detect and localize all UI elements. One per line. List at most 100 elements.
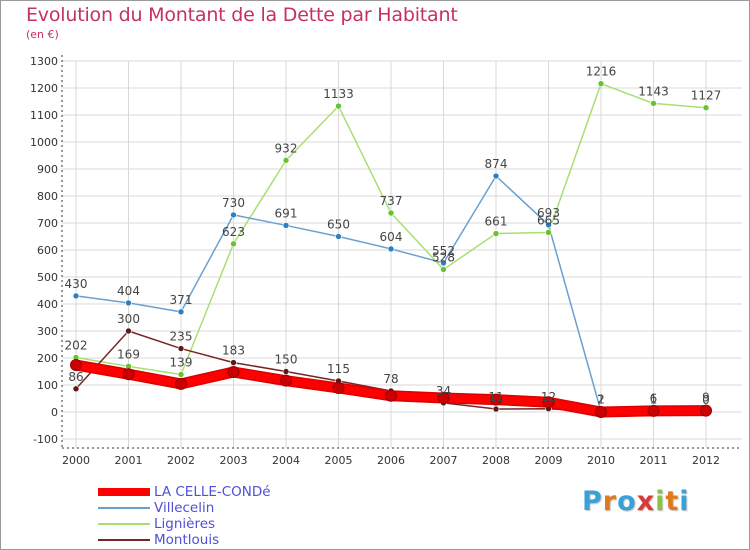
x-tick-label: 2009 — [535, 454, 563, 467]
data-point — [335, 102, 342, 110]
logo-letter: r — [602, 486, 618, 517]
data-label: 1 — [650, 393, 658, 407]
logo-letter: i — [655, 486, 666, 517]
x-tick-label: 2008 — [482, 454, 510, 467]
data-label: 202 — [65, 338, 88, 352]
data-point — [545, 229, 552, 236]
legend-label: Lignières — [154, 516, 216, 532]
data-label: 12 — [541, 390, 556, 404]
x-tick-label: 2004 — [272, 454, 300, 467]
logo-letter: i — [679, 486, 690, 517]
x-tick-label: 2000 — [62, 454, 90, 467]
y-tick-label: 900 — [37, 163, 58, 176]
data-label: 9 — [702, 391, 710, 405]
legend-label: Villecelin — [154, 500, 215, 516]
logo-letter: t — [665, 486, 680, 517]
data-point — [177, 371, 185, 378]
y-tick-label: 500 — [37, 271, 58, 284]
y-tick-label: 300 — [37, 325, 58, 338]
y-tick-label: 1000 — [30, 136, 58, 149]
data-point — [440, 266, 447, 273]
data-point — [492, 172, 500, 180]
data-point — [650, 100, 657, 107]
line-chart: -100 0 100 200 300 400 500 600 700 800 900 1000 1100… — [30, 55, 742, 467]
data-label: 730 — [222, 196, 245, 210]
x-tick-label: 2006 — [377, 454, 405, 467]
data-point — [387, 245, 395, 253]
data-label: 693 — [537, 206, 560, 220]
data-label: 139 — [170, 355, 193, 369]
y-tick-label: 200 — [37, 352, 58, 365]
data-label: 1216 — [586, 65, 617, 79]
legend-item-montlouis: Montlouis — [98, 532, 318, 548]
proxiti-logo: Proxiti — [582, 486, 690, 517]
y-tick-label: 600 — [37, 244, 58, 257]
data-label: 1127 — [691, 89, 722, 103]
data-point — [647, 404, 660, 417]
y-tick-label: 1100 — [30, 109, 58, 122]
data-label: 665 — [537, 213, 560, 227]
data-point — [230, 240, 237, 248]
data-label: 150 — [275, 353, 298, 367]
legend-swatch — [98, 507, 150, 509]
data-label: 2 — [597, 392, 605, 406]
data-point — [70, 359, 82, 372]
data-point — [385, 389, 397, 402]
data-point — [545, 221, 552, 229]
data-point — [335, 233, 342, 240]
logo-letter: o — [617, 486, 637, 517]
x-tick-label: 2010 — [587, 454, 615, 467]
data-point — [125, 299, 132, 307]
data-point — [700, 404, 712, 417]
data-point — [230, 359, 237, 366]
legend-item-villecelin: Villecelin — [98, 500, 318, 516]
y-tick-label: 1200 — [30, 82, 58, 95]
data-point — [230, 211, 237, 219]
data-point — [122, 368, 135, 381]
data-point — [175, 377, 187, 390]
data-label: 404 — [117, 284, 140, 298]
data-point — [282, 157, 290, 164]
data-point — [490, 393, 502, 406]
data-label: 650 — [327, 218, 350, 232]
data-label: 1143 — [638, 84, 669, 98]
data-label: 623 — [222, 225, 245, 239]
x-tick-label: 2007 — [430, 454, 458, 467]
data-label: 183 — [222, 344, 245, 358]
legend-item-la-celle-conde: LA CELLE-CONDé — [98, 484, 318, 500]
data-label: 661 — [485, 215, 508, 229]
y-tick-label: -100 — [33, 433, 58, 446]
data-point — [72, 292, 80, 300]
x-tick-label: 2003 — [220, 454, 248, 467]
data-label: 874 — [485, 157, 508, 171]
legend-label: Montlouis — [154, 532, 220, 548]
legend-swatch — [98, 523, 150, 525]
data-label: 1133 — [323, 87, 354, 101]
legend-swatch — [98, 488, 150, 496]
data-point — [282, 368, 290, 375]
data-label: 300 — [117, 312, 140, 326]
x-tick-label: 2005 — [325, 454, 353, 467]
data-label: 604 — [380, 230, 403, 244]
data-label: 115 — [327, 362, 350, 376]
data-point — [72, 385, 80, 393]
x-tick-label: 2002 — [167, 454, 195, 467]
data-point — [177, 345, 185, 352]
data-label: 932 — [275, 141, 298, 155]
logo-letter: P — [582, 486, 603, 517]
data-label: 78 — [383, 372, 398, 386]
data-label: 430 — [65, 277, 88, 291]
x-tick-label: 2011 — [640, 454, 668, 467]
chart-title: Evolution du Montant de la Dette par Hab… — [26, 4, 458, 26]
data-label: 0 — [702, 393, 710, 407]
data-point — [332, 381, 345, 394]
data-label: 11 — [488, 390, 503, 404]
data-point — [282, 222, 290, 229]
data-point — [437, 391, 450, 404]
data-label: 34 — [436, 384, 451, 398]
y-tick-label: 100 — [37, 379, 58, 392]
data-label: 737 — [380, 194, 403, 208]
y-tick-label: 700 — [37, 217, 58, 230]
data-point — [280, 374, 292, 387]
